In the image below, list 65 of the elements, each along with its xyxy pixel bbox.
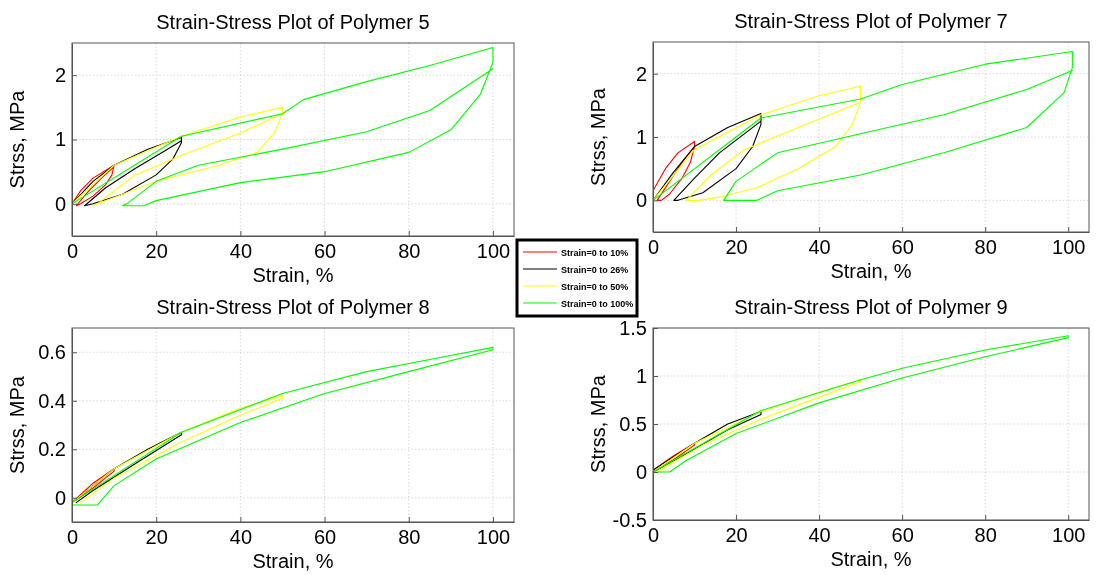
legend-label: Strain=0 to 100% xyxy=(561,298,634,309)
y-tick-label: 0.6 xyxy=(38,341,66,364)
y-tick-label: 0 xyxy=(635,460,647,483)
legend-label: Strain=0 to 10% xyxy=(561,247,629,258)
y-tick-label: 0.2 xyxy=(38,438,66,461)
y-tick-label: 1 xyxy=(635,364,647,387)
chart-title: Strain-Stress Plot of Polymer 5 xyxy=(156,11,430,33)
line-series xyxy=(72,46,494,207)
x-tick-label: 40 xyxy=(229,240,253,263)
x-tick-label: 60 xyxy=(891,524,914,547)
x-tick-label: 100 xyxy=(1052,524,1086,547)
x-tick-label: 40 xyxy=(808,236,831,259)
line-series xyxy=(653,140,696,201)
y-axis-title: Strss, MPa xyxy=(587,374,609,473)
line-series xyxy=(653,113,762,201)
x-axis-title: Strain, % xyxy=(252,264,334,286)
chart-title: Strain-Stress Plot of Polymer 9 xyxy=(734,296,1008,318)
line-series xyxy=(72,346,494,506)
x-tick-label: 20 xyxy=(145,240,168,263)
line-series xyxy=(653,335,1069,473)
line-series xyxy=(653,50,1073,201)
x-axis-title: Strain, % xyxy=(830,260,912,282)
x-tick-label: 60 xyxy=(891,236,914,259)
y-tick-label: 1.5 xyxy=(619,316,647,339)
chart-title: Strain-Stress Plot of Polymer 7 xyxy=(734,10,1008,32)
line-series xyxy=(653,85,862,201)
line-series xyxy=(653,379,862,473)
line-series xyxy=(72,395,284,504)
y-tick-label: 0 xyxy=(635,189,647,212)
y-axis-title: Strss, MPa xyxy=(6,89,28,189)
line-series xyxy=(72,137,182,207)
x-axis-title: Strain, % xyxy=(252,550,334,572)
y-tick-label: 0 xyxy=(54,486,66,509)
line-series xyxy=(72,106,284,207)
x-tick-label: 100 xyxy=(476,526,511,549)
y-tick-label: 1 xyxy=(635,125,647,148)
x-axis-title: Strain, % xyxy=(830,548,912,570)
x-tick-label: 80 xyxy=(974,236,997,259)
x-tick-label: 20 xyxy=(725,524,748,547)
y-tick-label: 2 xyxy=(54,64,66,87)
y-tick-label: 0.4 xyxy=(38,389,66,412)
x-tick-label: 40 xyxy=(808,524,831,547)
chart-title: Strain-Stress Plot of Polymer 8 xyxy=(156,296,430,318)
y-axis-title: Strss, MPa xyxy=(6,375,28,474)
legend-label: Strain=0 to 50% xyxy=(561,281,629,292)
x-tick-label: 80 xyxy=(398,526,421,549)
y-tick-label: 0.5 xyxy=(619,412,647,435)
y-tick-label: 1 xyxy=(54,128,66,151)
y-tick-label: 0 xyxy=(54,192,66,215)
legend-label: Strain=0 to 26% xyxy=(561,264,629,275)
x-tick-label: 80 xyxy=(398,240,421,263)
y-tick-label: 2 xyxy=(635,62,647,85)
y-tick-label: -0.5 xyxy=(612,508,647,531)
x-tick-label: 20 xyxy=(725,236,748,259)
x-tick-label: 40 xyxy=(229,526,253,549)
x-tick-label: 80 xyxy=(974,524,997,547)
y-axis-title: Strss, MPa xyxy=(587,87,609,186)
x-tick-label: 60 xyxy=(313,526,337,549)
x-tick-label: 100 xyxy=(476,240,511,263)
line-series xyxy=(72,164,115,207)
line-series xyxy=(72,468,115,504)
line-series xyxy=(653,410,762,473)
x-tick-label: 20 xyxy=(145,526,168,549)
x-tick-label: 60 xyxy=(313,240,337,263)
x-tick-label: 100 xyxy=(1052,236,1086,259)
